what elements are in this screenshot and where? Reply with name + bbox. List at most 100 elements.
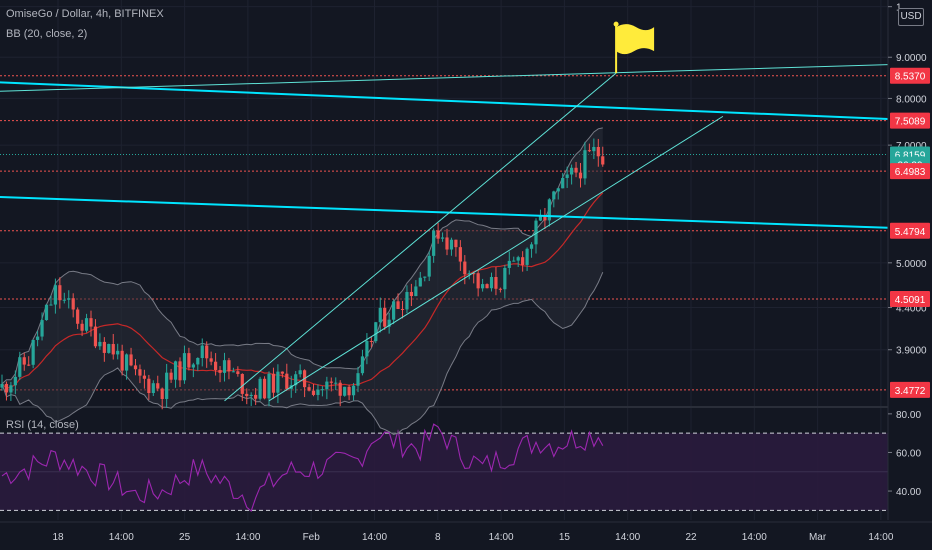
candle-body (329, 381, 333, 383)
candle-body (49, 304, 53, 306)
price-label-box (890, 222, 930, 239)
candle-body (449, 239, 454, 250)
time-tick-label: 14:00 (235, 532, 260, 543)
candle-body (418, 277, 422, 287)
candle-body (254, 394, 258, 399)
candle-body (27, 364, 31, 366)
candle-body (529, 244, 534, 249)
candle-body (240, 374, 244, 394)
candle-body (53, 285, 57, 305)
rsi-indicator-label: RSI (14, close) (6, 419, 79, 431)
price-label-text: 4.5091 (895, 295, 926, 306)
candles[interactable] (0, 138, 605, 410)
candle-body (570, 167, 574, 175)
price-label-box (890, 67, 930, 84)
price-label-box (890, 290, 930, 307)
candle-body (111, 344, 115, 355)
price-axis[interactable]: 19.00008.00007.00005.00004.40003.90008.5… (887, 0, 932, 550)
candle-body (481, 284, 485, 289)
rsi-tick-label: 60.00 (896, 448, 921, 459)
symbol-title: OmiseGo / Dollar, 4h, BITFINEX (6, 8, 164, 20)
time-tick-label: 22 (685, 532, 697, 543)
candle-body (133, 365, 138, 370)
candle-body (36, 336, 40, 340)
candle-body (436, 230, 440, 239)
candle-body (494, 276, 498, 289)
candle-body (58, 285, 62, 301)
candle-body (378, 307, 382, 323)
price-tick-label: 5.0000 (896, 259, 927, 270)
candle-body (427, 255, 431, 277)
candle-body (280, 371, 284, 374)
candle-body (298, 370, 302, 375)
candle-body (365, 341, 369, 357)
candle-body (320, 389, 324, 391)
candle-body (445, 237, 449, 250)
bb-upper-line (1, 127, 603, 385)
candle-body (476, 273, 480, 289)
price-tick-label: 3.9000 (896, 346, 927, 357)
candle-body (454, 239, 458, 248)
candle-body (343, 386, 347, 396)
rsi-line (1, 423, 604, 512)
bollinger-bands (1, 127, 604, 435)
trend-line (0, 196, 888, 229)
candle-body (236, 371, 240, 375)
candle-body (547, 199, 551, 221)
candle-body (574, 167, 578, 173)
candle-body (120, 350, 124, 371)
candle-body (102, 341, 106, 353)
candle-body (93, 326, 98, 347)
candle-body (512, 260, 516, 262)
candle-body (0, 383, 4, 388)
price-label-text: 6.8159 (895, 150, 926, 161)
time-tick-label: 14:00 (742, 532, 767, 543)
candle-body (262, 378, 267, 399)
candle-body (245, 393, 249, 397)
candle-body (467, 273, 471, 275)
candle-body (347, 386, 351, 396)
candle-body (4, 383, 9, 393)
time-tick-label: 14:00 (489, 532, 514, 543)
candle-body (218, 370, 222, 373)
time-tick-label: 15 (559, 532, 571, 543)
candle-body (374, 322, 378, 342)
price-tick-label: 9.0000 (896, 53, 927, 64)
candle-body (338, 382, 342, 396)
candle-body (169, 372, 173, 380)
candle-body (200, 345, 204, 359)
candle-body (107, 344, 111, 353)
bb-lower-line (1, 271, 604, 435)
candle-body (543, 215, 547, 221)
candle-body (565, 174, 569, 178)
candle-body (440, 237, 445, 239)
candle-body (151, 383, 155, 394)
candle-body (356, 373, 360, 386)
rsi-tick-label: 40.00 (896, 487, 921, 498)
time-tick-label: Mar (809, 532, 827, 543)
trend-lines[interactable] (0, 63, 932, 402)
flag-icon[interactable] (613, 21, 655, 74)
candle-body (409, 291, 413, 297)
rsi-pane[interactable] (0, 423, 888, 512)
candle-body (587, 150, 591, 152)
candle-body (89, 318, 93, 327)
candle-body (396, 301, 400, 309)
currency-button[interactable]: USD (898, 8, 924, 26)
candle-body (596, 146, 600, 157)
candle-body (178, 361, 182, 381)
candle-body (525, 248, 529, 265)
candle-body (552, 191, 556, 200)
candle-body (191, 364, 195, 368)
time-axis[interactable]: 18 14:00 25 14:00 Feb 14:00 8 14:00 15 14:00 22 14:… (0, 521, 932, 543)
candle-body (538, 215, 543, 221)
candle-body (463, 261, 467, 275)
candle-body (31, 339, 35, 365)
candle-body (583, 150, 587, 179)
candle-body (147, 378, 151, 394)
candle-body (369, 341, 373, 343)
candle-body (485, 284, 489, 289)
time-tick-label: 14:00 (868, 532, 893, 543)
price-label-text: 6.4983 (895, 167, 926, 178)
